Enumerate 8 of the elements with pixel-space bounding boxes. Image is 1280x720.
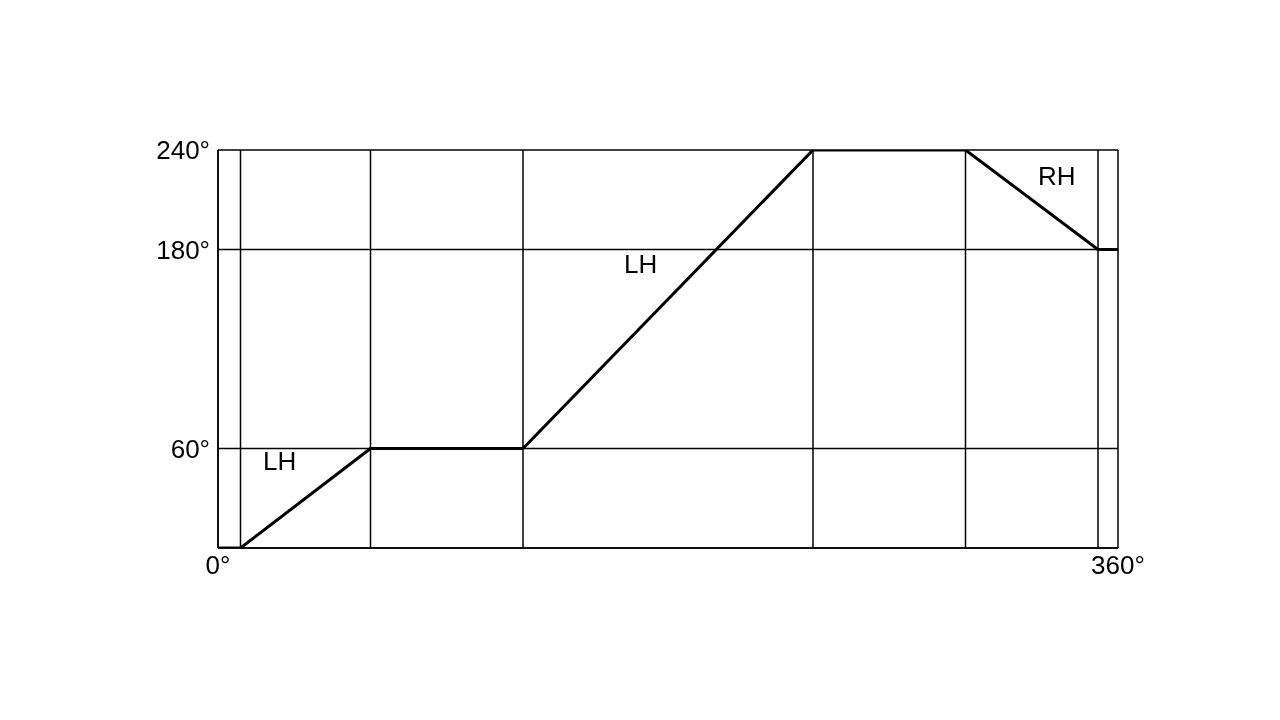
annotation: LH [263, 446, 297, 477]
x-tick-label: 0° [205, 550, 231, 581]
y-tick-label: 240° [156, 135, 210, 166]
x-tick-label: 360° [1091, 550, 1145, 581]
y-tick-label: 180° [156, 234, 210, 265]
annotation: LH [624, 249, 658, 280]
annotation: RH [1038, 161, 1076, 192]
y-tick-label: 60° [170, 433, 210, 464]
